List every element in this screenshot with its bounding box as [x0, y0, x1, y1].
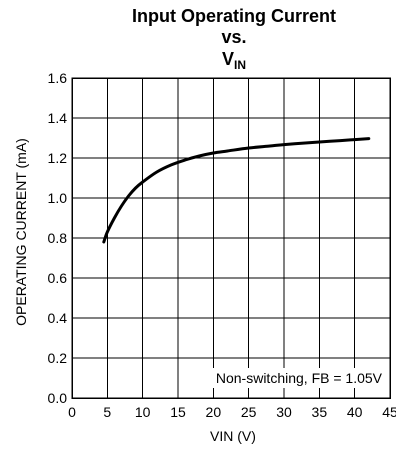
y-tick-label: 1.4: [48, 110, 68, 126]
x-tick-label: 5: [103, 404, 111, 420]
x-tick-label: 35: [312, 404, 328, 420]
chart-title-line3-main: V: [222, 49, 234, 69]
y-tick-label: 0.0: [48, 390, 68, 406]
x-axis-label: VIN (V): [210, 428, 256, 444]
x-tick-label: 45: [382, 404, 396, 420]
series-layer: [102, 137, 371, 244]
y-tick-label: 0.4: [48, 310, 68, 326]
chart-title-line3: VIN: [222, 49, 246, 72]
y-tick-label: 1.0: [48, 190, 68, 206]
annotation: Non-switching, FB = 1.05V: [216, 370, 383, 386]
x-tick-label: 0: [68, 404, 76, 420]
x-tick-label: 20: [206, 404, 222, 420]
y-tick-labels: 0.0 0.2 0.4 0.6 0.8 1.0 1.2 1.4 1.6: [48, 70, 68, 406]
grid: [71, 77, 391, 399]
y-tick-label: 0.6: [48, 270, 68, 286]
plot-frame: [71, 77, 391, 399]
x-tick-labels: 0 5 10 15 20 25 30 35 40 45: [68, 404, 396, 420]
y-tick-label: 0.2: [48, 350, 68, 366]
x-tick-label: 30: [276, 404, 292, 420]
series-line: [102, 137, 371, 244]
x-tick-label: 10: [135, 404, 151, 420]
chart-title-line3-sub: IN: [234, 58, 246, 72]
y-tick-label: 0.8: [48, 230, 68, 246]
y-tick-label: 1.2: [48, 150, 68, 166]
x-tick-label: 25: [241, 404, 257, 420]
chart-title-line1: Input Operating Current: [132, 6, 336, 26]
x-tick-label: 15: [170, 404, 186, 420]
y-tick-label: 1.6: [48, 70, 68, 86]
chart-title-line2: vs.: [221, 27, 246, 47]
annotation-background: [211, 368, 387, 388]
y-axis-label: OPERATING CURRENT (mA): [13, 138, 29, 326]
x-tick-label: 40: [347, 404, 363, 420]
